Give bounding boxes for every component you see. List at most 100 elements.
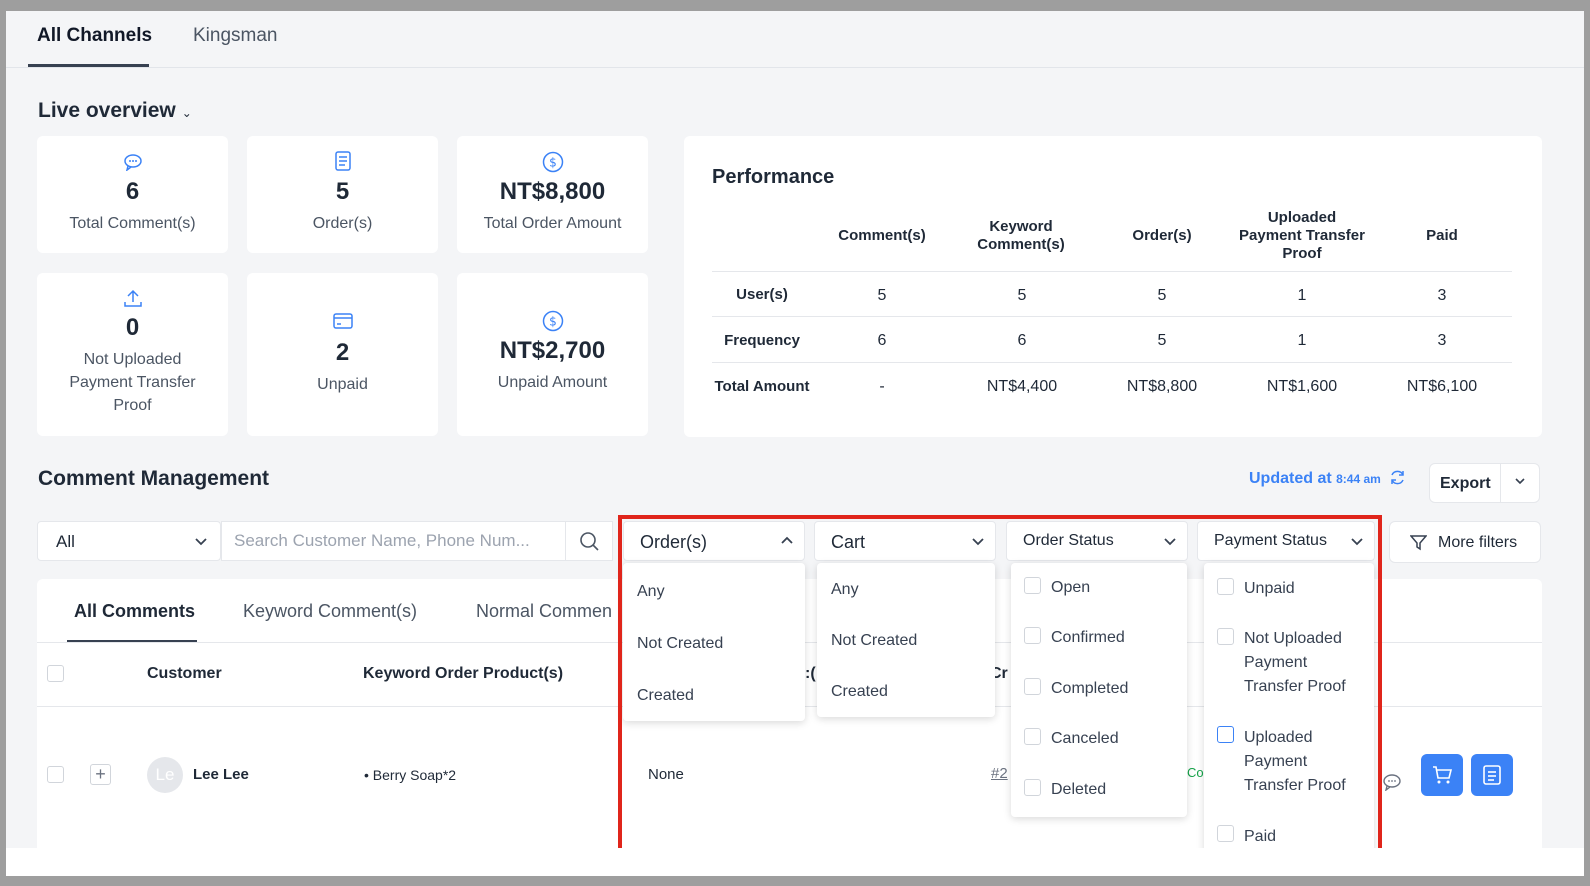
perf-cell: 6 [1017,332,1027,349]
perf-cell: 5 [1157,332,1167,349]
scope-select[interactable]: All [37,521,221,561]
customer-name[interactable]: Lee Lee [193,766,249,783]
checkbox-paid[interactable] [1217,825,1234,842]
tab-all-comments[interactable]: All Comments [74,601,196,621]
header-line: Comment(s) [977,236,1065,253]
updated-label: Updated at [1249,470,1332,487]
cart-action-button[interactable] [1421,754,1463,796]
tab-keyword-comments[interactable]: Keyword Comment(s) [243,601,418,621]
live-overview-title: Live overview [38,99,176,122]
stat-value: NT$8,800 [499,178,606,205]
divider [1500,464,1501,502]
perf-cell: 3 [1437,332,1447,349]
scope-select-value: All [56,532,75,551]
search-input[interactable] [222,522,565,560]
perf-cell: NT$6,100 [1406,378,1478,395]
checkbox-confirmed[interactable] [1024,627,1041,644]
order-number-link[interactable]: #2 [991,765,1008,782]
order-status-filter-label: Order Status [1023,532,1114,549]
more-filters-button[interactable]: More filters [1389,521,1541,563]
stat-value: 5 [335,178,350,205]
divider [712,362,1512,363]
stat-card-not-uploaded-proof: 0 Not Uploaded Payment Transfer Proof [37,273,228,436]
perf-row-label: Total Amount [714,378,810,395]
dollar-icon: $ [542,151,563,173]
header-line: Order(s) [1132,227,1192,244]
checkbox-unpaid[interactable] [1217,578,1234,595]
search-icon [580,532,599,551]
option-label-paid: Paid [1244,828,1277,845]
active-tab-indicator [28,64,149,67]
option-label-uploaded-proof: Uploaded Payment Transfer Proof [1244,726,1346,798]
cart-filter[interactable]: Cart [814,521,996,561]
chevron-down-icon[interactable] [1514,475,1526,487]
perf-row-label: Frequency [724,332,800,349]
svg-text:$: $ [549,156,557,170]
tab-normal-comments[interactable]: Normal Commen [476,601,613,621]
tab-all-channels[interactable]: All Channels [37,25,153,46]
checkbox-open[interactable] [1024,577,1041,594]
checkbox-uploaded-proof[interactable] [1217,726,1234,743]
perf-cell: 3 [1437,287,1447,304]
payment-status-filter[interactable]: Payment Status [1197,521,1375,561]
order-status-filter[interactable]: Order Status [1006,521,1188,561]
perf-cell: - [879,378,885,395]
live-overview-toggle[interactable]: Live overview ⌄ [38,99,192,123]
option-label-line: Transfer Proof [1244,777,1346,794]
comment-icon [123,154,142,171]
checkbox-not-uploaded-proof[interactable] [1217,628,1234,645]
order-icon [334,151,351,171]
chevron-up-icon [781,536,793,544]
option-label-unpaid: Unpaid [1244,580,1295,597]
payment-status-filter-label: Payment Status [1214,532,1327,549]
payment-status-dropdown: Unpaid Not Uploaded Payment Transfer Pro… [1204,563,1374,848]
perf-row-label: User(s) [736,286,788,303]
refresh-icon[interactable] [1389,469,1406,486]
updated-at-refresh[interactable]: Updated at 8:44 am [1249,469,1406,488]
orders-filter-label: Order(s) [640,532,707,552]
order-icon [1483,765,1501,785]
perf-cell: 1 [1297,287,1307,304]
performance-panel: Performance Comment(s) Keyword Comment(s)… [684,136,1542,437]
cart-icon [1433,766,1453,784]
header-line: Keyword [989,218,1053,235]
dropdown-option-not-created[interactable]: Not Created [637,635,724,652]
select-all-checkbox[interactable] [47,665,64,682]
order-value: None [648,766,684,783]
comment-icon[interactable] [1382,773,1402,791]
perf-cell: NT$1,600 [1266,378,1338,395]
divider [712,316,1512,317]
column-header-partial: :( [805,665,816,682]
dropdown-option-any[interactable]: Any [831,581,859,598]
stat-label-line: Not Uploaded [83,351,182,368]
stat-card-total-comments: 6 Total Comment(s) [37,136,228,253]
orders-filter[interactable]: Order(s) [623,521,805,561]
option-label-line: Uploaded [1244,729,1313,746]
dropdown-option-created[interactable]: Created [637,687,694,704]
expand-row-button[interactable]: + [90,764,111,785]
search-button[interactable] [565,522,613,560]
checkbox-canceled[interactable] [1024,728,1041,745]
stat-label: Order(s) [312,215,373,232]
comment-management-title: Comment Management [38,467,270,490]
row-checkbox[interactable] [47,766,64,783]
app-frame: All Channels Kingsman Live overview ⌄ 6 T… [6,11,1584,848]
checkbox-deleted[interactable] [1024,779,1041,796]
option-label-line: Payment [1244,654,1308,671]
dollar-icon: $ [542,310,563,332]
chevron-down-icon [1164,538,1176,546]
dropdown-option-any[interactable]: Any [637,583,665,600]
dropdown-option-created[interactable]: Created [831,683,888,700]
dropdown-option-not-created[interactable]: Not Created [831,632,918,649]
orders-dropdown: Any Not Created Created [623,563,805,721]
checkbox-completed[interactable] [1024,678,1041,695]
export-button[interactable]: Export [1429,463,1540,503]
chevron-down-icon [972,538,984,546]
option-label-line: Not Uploaded [1244,630,1342,647]
order-action-button[interactable] [1471,754,1513,796]
bottom-strip [6,848,1584,876]
tab-kingsman[interactable]: Kingsman [193,25,278,46]
stat-label: Total Comment(s) [69,215,196,232]
card-icon [332,313,353,329]
divider [712,271,1512,272]
